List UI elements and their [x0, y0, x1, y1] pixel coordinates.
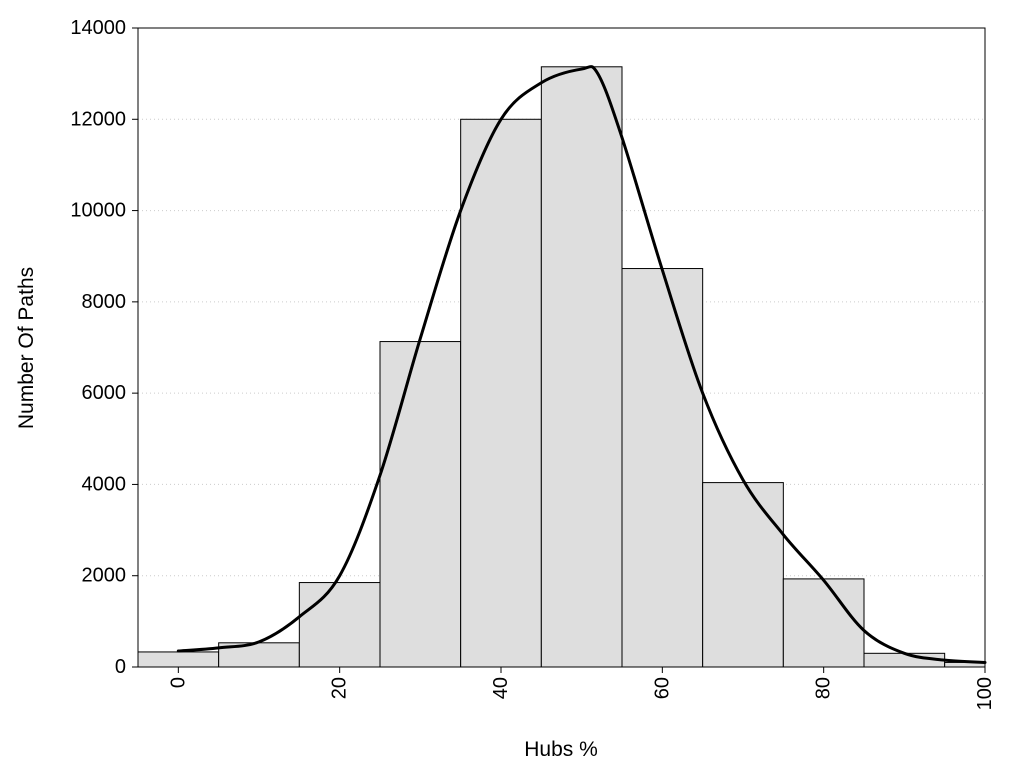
histogram-bar: [137, 651, 220, 668]
x-tick-label: 0: [167, 677, 189, 688]
y-tick-label: 4000: [82, 473, 127, 495]
y-tick-label: 2000: [82, 565, 127, 587]
y-axis-title: Number Of Paths: [15, 267, 38, 429]
histogram-bar: [621, 268, 704, 668]
plot-frame: [137, 27, 986, 668]
y-tick-label: 0: [115, 656, 126, 678]
histogram-bar: [782, 578, 865, 668]
density-curve-layer: [176, 65, 987, 664]
x-tick-label: 60: [651, 677, 673, 699]
y-tick-label: 12000: [70, 108, 126, 130]
histogram-bar: [540, 66, 623, 668]
y-tick-label: 6000: [82, 382, 127, 404]
x-tick-label: 40: [490, 677, 512, 699]
y-tick-label: 10000: [70, 200, 126, 222]
x-axis: 0 20 40 60 80 100: [167, 667, 996, 710]
histogram-bar: [702, 482, 784, 668]
x-axis-title: Hubs %: [524, 738, 598, 761]
x-tick-label: 100: [974, 677, 996, 710]
histogram-bar: [298, 582, 381, 668]
y-axis: 0 2000 4000 6000 8000 10000 12000 14000: [70, 17, 138, 678]
x-tick-label: 20: [329, 677, 351, 699]
histogram-bar: [460, 118, 542, 668]
histogram-bar: [379, 341, 462, 668]
y-tick-label: 14000: [70, 17, 126, 39]
y-tick-label: 8000: [82, 291, 127, 313]
x-tick-label: 80: [813, 677, 835, 699]
density-curve: [176, 65, 987, 664]
bars: [137, 66, 986, 668]
